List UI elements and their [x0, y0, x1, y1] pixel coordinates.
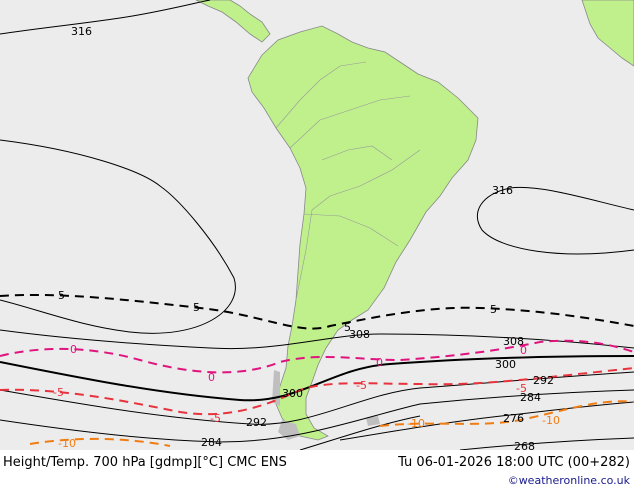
south-america-landmass [247, 25, 479, 441]
contour-292 [0, 371, 634, 425]
landmasses [195, 0, 634, 441]
temp-label-minus10: -10 [58, 437, 76, 450]
map-canvas: 316 316 308 308 300 300 292 292 284 284 … [0, 0, 634, 450]
contour-west-ridge [0, 139, 236, 334]
temp-label-0: 0 [520, 344, 527, 357]
country-borders [275, 61, 421, 301]
temp-label-5: 5 [490, 303, 497, 316]
height-label: 300 [495, 358, 516, 371]
temp-label-minus5: -5 [53, 386, 64, 399]
height-label: 284 [201, 436, 222, 449]
contour-284 [0, 389, 634, 443]
temp-label-minus10: -10 [542, 414, 560, 427]
border-line [289, 95, 411, 149]
border-line [295, 149, 421, 301]
weather-map[interactable]: 316 316 308 308 300 300 292 292 284 284 … [0, 0, 634, 450]
contour-316-east [476, 186, 634, 255]
map-footer: Height/Temp. 700 hPa [gdmp][°C] CMC ENS … [0, 450, 634, 490]
temp-label-minus5: -5 [516, 382, 527, 395]
temp-label-0: 0 [208, 371, 215, 384]
isotherm-minus5 [0, 367, 634, 416]
contour-276 [339, 401, 634, 441]
contour-316-north [0, 0, 211, 35]
height-label: 300 [282, 387, 303, 400]
height-label: 316 [492, 184, 513, 197]
isotherm-5 [0, 293, 634, 330]
contour-308 [0, 329, 634, 350]
isotherm-minus10 [29, 400, 634, 447]
contour-284-inner [299, 415, 421, 450]
height-label: 308 [349, 328, 370, 341]
border-line [303, 213, 399, 247]
falkland-islands [366, 416, 380, 426]
contour-268 [459, 437, 634, 450]
height-labels: 316 316 308 308 300 300 292 292 284 284 … [71, 25, 554, 450]
border-line [275, 61, 367, 129]
africa-landmass [581, 0, 634, 67]
height-label: 276 [503, 412, 524, 425]
height-label: 292 [533, 374, 554, 387]
credit-link[interactable]: ©weatheronline.co.uk [507, 474, 630, 487]
height-label: 292 [246, 416, 267, 429]
height-label: 268 [514, 440, 535, 450]
temp-label-minus5: -5 [210, 412, 221, 425]
border-line [321, 145, 393, 161]
central-america-landmass [195, 0, 271, 43]
height-label: 316 [71, 25, 92, 38]
temp-label-5: 5 [344, 321, 351, 334]
temp-label-minus5: -5 [356, 379, 367, 392]
temp-label-5: 5 [58, 289, 65, 302]
height-label: 284 [520, 391, 541, 404]
map-title: Height/Temp. 700 hPa [gdmp][°C] CMC ENS [3, 455, 287, 470]
temperature-labels: 5 5 5 5 0 0 0 0 -5 -5 -5 -5 -10 -10 -10 [53, 289, 560, 450]
temp-label-minus10: -10 [407, 417, 425, 430]
forecast-datetime: Tu 06-01-2026 18:00 UTC (00+282) [398, 455, 630, 470]
height-label: 308 [503, 335, 524, 348]
contour-300 [0, 355, 634, 402]
temp-label-0: 0 [376, 356, 383, 369]
temp-label-0: 0 [70, 343, 77, 356]
height-contours [0, 0, 634, 450]
isotherm-0 [0, 339, 634, 374]
temp-label-5: 5 [193, 301, 200, 314]
